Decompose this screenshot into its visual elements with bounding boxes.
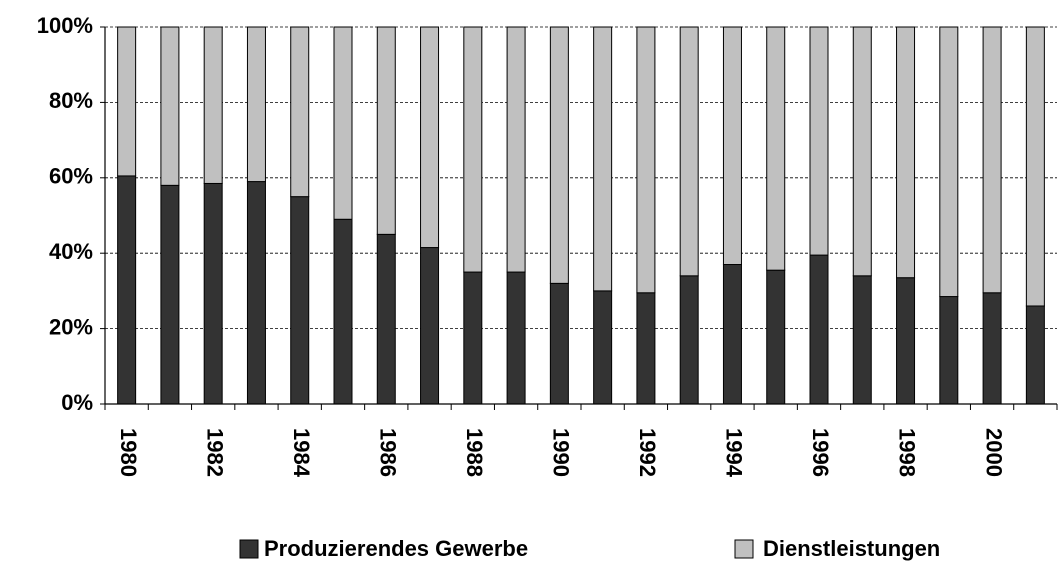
- bar-segment: [679, 26, 699, 277]
- bar-segment: [117, 175, 137, 405]
- bar-segment: [506, 26, 526, 273]
- legend-swatch: [734, 539, 754, 559]
- bar-segment: [549, 282, 569, 405]
- legend-swatch: [239, 539, 259, 559]
- bar-segment: [420, 247, 440, 405]
- y-tick-label: 100%: [37, 13, 93, 38]
- x-tick-label: 2000: [981, 428, 1006, 477]
- bar-segment: [896, 26, 916, 279]
- bar-segment: [636, 26, 656, 294]
- bar-segment: [203, 26, 223, 184]
- bar-segment: [896, 277, 916, 405]
- bar-segment: [463, 26, 483, 273]
- bar-segment: [852, 26, 872, 277]
- bar-segment: [333, 218, 353, 405]
- bar-segment: [549, 26, 569, 284]
- bar-segment: [160, 26, 180, 186]
- bar-segment: [376, 233, 396, 405]
- bar-segment: [852, 275, 872, 405]
- x-tick-label: 1992: [635, 428, 660, 477]
- bar-segment: [722, 26, 742, 266]
- bar-segment: [1025, 26, 1045, 307]
- bar-segment: [809, 254, 829, 405]
- bar-segment: [160, 184, 180, 405]
- y-tick-label: 20%: [49, 314, 93, 339]
- bar-segment: [463, 271, 483, 405]
- bar-segment: [593, 26, 613, 292]
- x-tick-label: 1980: [116, 428, 141, 477]
- bar-segment: [290, 26, 310, 198]
- bar-segment: [636, 292, 656, 405]
- bar-segment: [982, 292, 1002, 405]
- bar-segment: [246, 26, 266, 183]
- bar-segment: [766, 269, 786, 405]
- bar-segment: [246, 181, 266, 405]
- bar-segment: [506, 271, 526, 405]
- bar-segment: [203, 182, 223, 405]
- bar-segment: [809, 26, 829, 256]
- x-tick-label: 1984: [289, 428, 314, 478]
- x-tick-label: 1990: [549, 428, 574, 477]
- legend-label: Dienstleistungen: [763, 536, 940, 561]
- legend-label: Produzierendes Gewerbe: [264, 536, 528, 561]
- x-tick-label: 1996: [808, 428, 833, 477]
- x-tick-label: 1982: [202, 428, 227, 477]
- bar-segment: [939, 26, 959, 298]
- y-tick-label: 40%: [49, 239, 93, 264]
- bar-segment: [376, 26, 396, 235]
- bar-segment: [679, 275, 699, 405]
- bar-segment: [117, 26, 137, 177]
- x-tick-label: 1998: [895, 428, 920, 477]
- bar-segment: [333, 26, 353, 220]
- x-tick-label: 1986: [375, 428, 400, 477]
- y-tick-label: 0%: [61, 390, 93, 415]
- y-tick-label: 80%: [49, 88, 93, 113]
- bar-segment: [420, 26, 440, 249]
- bar-segment: [939, 296, 959, 405]
- x-tick-label: 1988: [462, 428, 487, 477]
- bar-segment: [290, 196, 310, 405]
- x-tick-label: 1994: [722, 428, 747, 478]
- bar-segment: [593, 290, 613, 405]
- bar-segment: [982, 26, 1002, 294]
- bar-segment: [722, 264, 742, 405]
- bar-segment: [1025, 305, 1045, 405]
- y-tick-label: 60%: [49, 164, 93, 189]
- bar-segment: [766, 26, 786, 271]
